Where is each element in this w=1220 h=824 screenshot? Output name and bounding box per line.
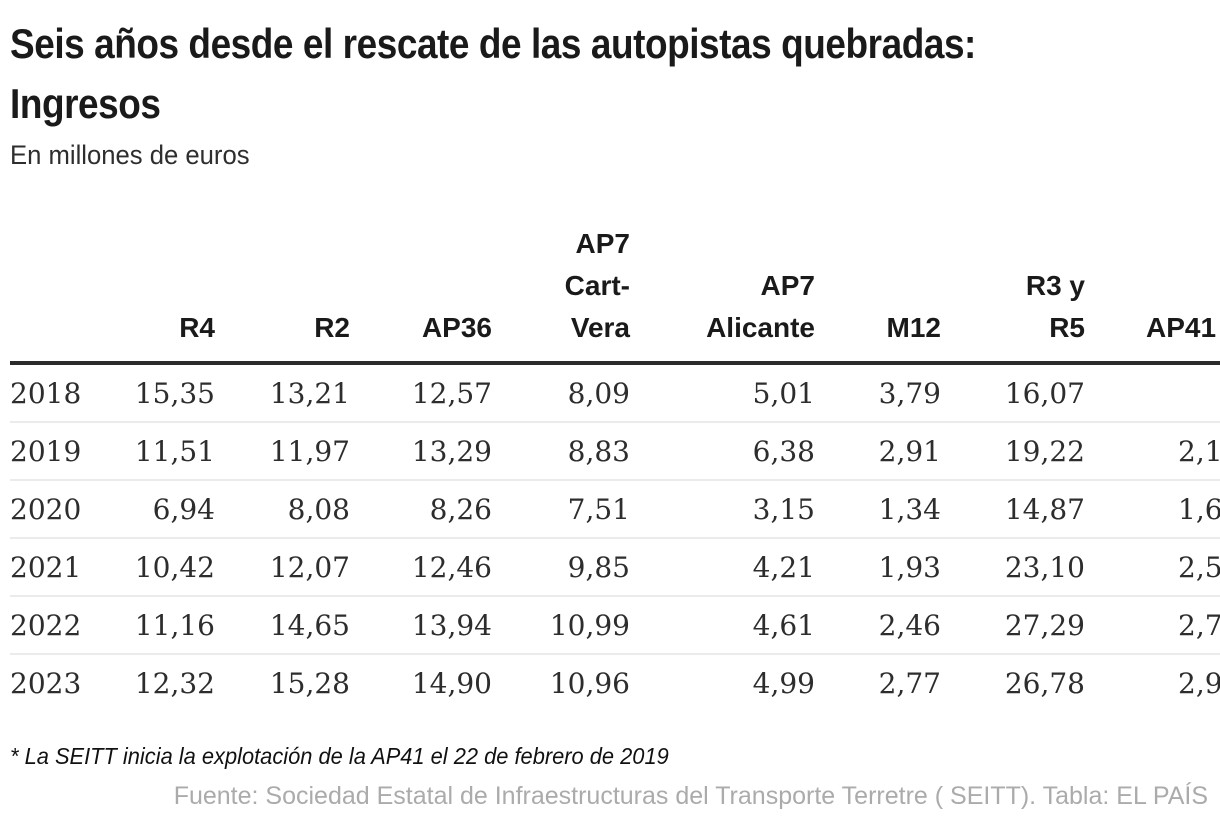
table-row: 2021 10,42 12,07 12,46 9,85 4,21 1,93 23… (10, 537, 1220, 596)
cell-ap7-cartvera: 10,96 (492, 653, 630, 711)
col-header-ap7-alicante: AP7 Alicante (630, 212, 815, 365)
cell-r2: 8,08 (215, 479, 350, 538)
cell-ap41: 2,9 (1085, 653, 1220, 711)
cell-year: 2020 (10, 479, 95, 538)
cell-ap7-cartvera: 8,83 (492, 421, 630, 480)
cell-r4: 15,35 (134, 376, 215, 410)
cell-r3-r5: 23,10 (941, 537, 1085, 596)
col-header-r4: R4 (95, 212, 215, 365)
cell-ap7-alicante: 4,61 (630, 595, 815, 654)
col-header-r2: R2 (215, 212, 350, 365)
cell-r2: 13,21 (269, 376, 350, 410)
cell-ap41: 2,7 (1085, 595, 1220, 654)
cell-ap7-cartvera: 9,85 (492, 537, 630, 596)
table-row: 2020 6,94 8,08 8,26 7,51 3,15 1,34 14,87… (10, 479, 1220, 538)
cell-r3-r5: 14,87 (941, 479, 1085, 538)
cell-r2: 11,97 (215, 421, 350, 480)
cell-ap7-alicante: 4,21 (630, 537, 815, 596)
cell-ap7-cartvera: 10,99 (492, 595, 630, 654)
cell-m12: 2,46 (815, 595, 941, 654)
header-row: R4 R2 AP36 AP7 Cart- Vera AP7 Alicante M… (10, 212, 1220, 365)
cell-r3-r5: 27,29 (941, 595, 1085, 654)
cell-r3-r5: 26,78 (941, 653, 1085, 711)
page-title: Seis años desde el rescate de las autopi… (10, 14, 1066, 134)
table-row: 2023 12,32 15,28 14,90 10,96 4,99 2,77 2… (10, 653, 1220, 711)
revenue-table: R4 R2 AP36 AP7 Cart- Vera AP7 Alicante M… (10, 212, 1220, 711)
cell-ap41 (1085, 363, 1220, 422)
source-credit: Fuente: Sociedad Estatal de Infraestruct… (173, 782, 1208, 810)
cell-year: 2018 (10, 376, 82, 410)
footnote: * La SEITT inicia la explotación de la A… (10, 743, 669, 769)
cell-ap7-alicante: 6,38 (630, 421, 815, 480)
cell-m12: 1,93 (815, 537, 941, 596)
cell-ap7-alicante: 3,15 (630, 479, 815, 538)
cell-ap36: 13,29 (350, 421, 492, 480)
cell-r2: 14,65 (215, 595, 350, 654)
table-row: 2022 11,16 14,65 13,94 10,99 4,61 2,46 2… (10, 595, 1220, 654)
subtitle: En millones de euros (10, 140, 250, 170)
cell-r4: 12,32 (95, 653, 215, 711)
cell-r2: 12,07 (215, 537, 350, 596)
cell-r4: 11,16 (95, 595, 215, 654)
cell-ap41: 2,5 (1085, 537, 1220, 596)
cell-r4: 11,51 (95, 421, 215, 480)
cell-year: 2022 (10, 595, 95, 654)
cell-ap41: 1,6 (1085, 479, 1220, 538)
cell-r3-r5: 16,07 (1004, 376, 1085, 410)
cell-ap41: 2,1 (1085, 421, 1220, 480)
col-header-m12: M12 (815, 212, 941, 365)
cell-year: 2021 (10, 537, 95, 596)
cell-ap7-cartvera: 7,51 (492, 479, 630, 538)
cell-ap36: 12,57 (411, 376, 492, 410)
cell-r3-r5: 19,22 (941, 421, 1085, 480)
table-row: 2018 15,35 13,21 12,57 8,09 5,01 3,79 16… (10, 363, 1220, 422)
cell-r4: 6,94 (95, 479, 215, 538)
cell-ap7-alicante: 5,01 (752, 376, 815, 410)
cell-ap7-cartvera: 8,09 (567, 376, 630, 410)
title-line-1: Seis años desde el rescate de las autopi… (10, 20, 976, 67)
cell-year: 2019 (10, 421, 95, 480)
col-header-ap36: AP36 (350, 212, 492, 365)
cell-ap7-alicante: 4,99 (630, 653, 815, 711)
col-header-ap41: AP41 (1085, 212, 1220, 365)
cell-ap36: 13,94 (350, 595, 492, 654)
cell-ap36: 8,26 (350, 479, 492, 538)
cell-m12: 2,77 (815, 653, 941, 711)
col-header-r3-r5: R3 y R5 (941, 212, 1085, 365)
cell-m12: 1,34 (815, 479, 941, 538)
cell-ap36: 12,46 (350, 537, 492, 596)
cell-m12: 3,79 (878, 376, 941, 410)
title-line-2: Ingresos (10, 80, 161, 127)
cell-ap36: 14,90 (350, 653, 492, 711)
table-row: 2019 11,51 11,97 13,29 8,83 6,38 2,91 19… (10, 421, 1220, 480)
cell-year: 2023 (10, 653, 95, 711)
cell-m12: 2,91 (815, 421, 941, 480)
cell-r4: 10,42 (95, 537, 215, 596)
cell-r2: 15,28 (215, 653, 350, 711)
col-header-ap7-cartvera: AP7 Cart- Vera (492, 212, 630, 365)
col-header-year (10, 212, 95, 365)
